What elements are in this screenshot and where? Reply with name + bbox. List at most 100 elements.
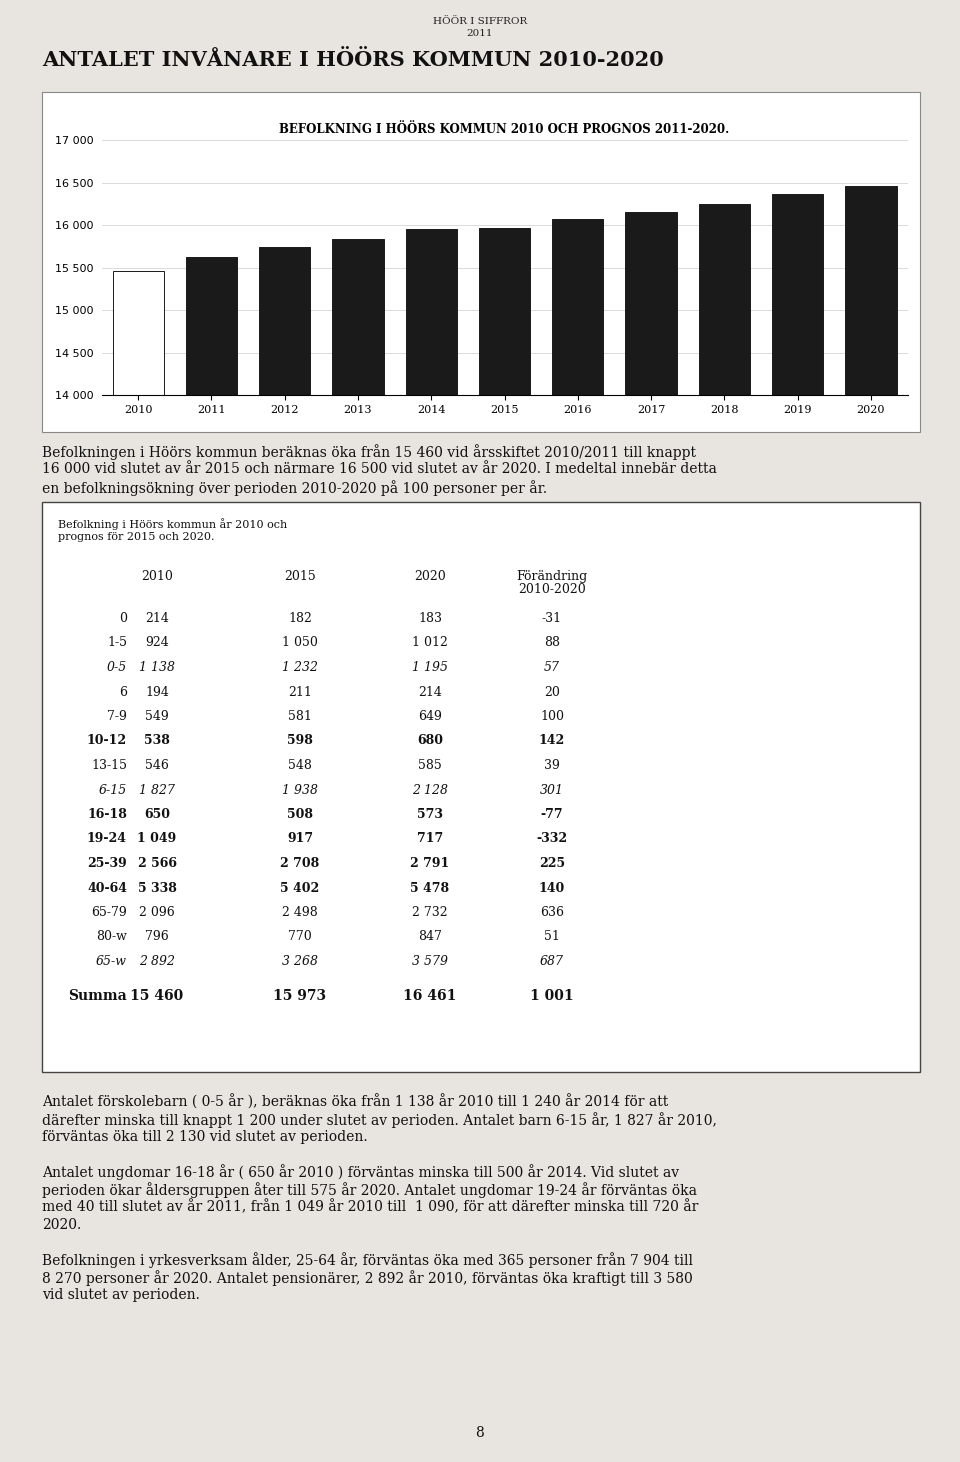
Text: 25-39: 25-39 — [87, 857, 127, 870]
Text: 5 478: 5 478 — [411, 882, 449, 895]
Text: 636: 636 — [540, 906, 564, 920]
Text: 6: 6 — [119, 686, 127, 699]
Text: 3 579: 3 579 — [412, 955, 448, 968]
Text: perioden ökar åldersgruppen åter till 575 år 2020. Antalet ungdomar 19-24 år för: perioden ökar åldersgruppen åter till 57… — [42, 1181, 697, 1197]
Bar — [845, 186, 897, 1462]
Text: 1 195: 1 195 — [412, 661, 448, 674]
Text: 770: 770 — [288, 930, 312, 943]
Text: 2020.: 2020. — [42, 1218, 82, 1232]
Text: -332: -332 — [537, 832, 567, 845]
Text: 1 827: 1 827 — [139, 784, 175, 797]
Text: 2 096: 2 096 — [139, 906, 175, 920]
Text: 2020: 2020 — [414, 570, 445, 583]
Text: 538: 538 — [144, 734, 170, 747]
Text: 20: 20 — [544, 686, 560, 699]
Text: vid slutet av perioden.: vid slutet av perioden. — [42, 1288, 200, 1303]
Text: 649: 649 — [418, 711, 442, 724]
Text: 2015: 2015 — [284, 570, 316, 583]
Text: därefter minska till knappt 1 200 under slutet av perioden. Antalet barn 6-15 år: därefter minska till knappt 1 200 under … — [42, 1113, 717, 1127]
Text: 10-12: 10-12 — [86, 734, 127, 747]
Text: 5 402: 5 402 — [280, 882, 320, 895]
Text: 19-24: 19-24 — [87, 832, 127, 845]
Text: 2 566: 2 566 — [137, 857, 177, 870]
Text: prognos för 2015 och 2020.: prognos för 2015 och 2020. — [58, 532, 214, 542]
Text: 5 338: 5 338 — [137, 882, 177, 895]
Text: 796: 796 — [145, 930, 169, 943]
Text: med 40 till slutet av år 2011, från 1 049 år 2010 till  1 090, för att därefter : med 40 till slutet av år 2011, från 1 04… — [42, 1200, 698, 1215]
Bar — [406, 228, 457, 1462]
Text: 548: 548 — [288, 759, 312, 772]
Text: 581: 581 — [288, 711, 312, 724]
Text: HÖÖR I SIFFROR: HÖÖR I SIFFROR — [433, 18, 527, 26]
Text: 924: 924 — [145, 636, 169, 649]
Text: Antalet förskolebarn ( 0-5 år ), beräknas öka från 1 138 år 2010 till 1 240 år 2: Antalet förskolebarn ( 0-5 år ), beräkna… — [42, 1094, 668, 1110]
Text: 1 050: 1 050 — [282, 636, 318, 649]
Text: Befolkning i Höörs kommun år 2010 och: Befolkning i Höörs kommun år 2010 och — [58, 518, 287, 529]
Bar — [42, 92, 920, 431]
Text: 8: 8 — [475, 1425, 485, 1440]
Text: 140: 140 — [539, 882, 565, 895]
Text: 2 791: 2 791 — [410, 857, 449, 870]
Text: 80-w: 80-w — [96, 930, 127, 943]
Text: -31: -31 — [542, 613, 562, 624]
Text: Befolkningen i yrkesverksam ålder, 25-64 år, förväntas öka med 365 personer från: Befolkningen i yrkesverksam ålder, 25-64… — [42, 1251, 693, 1268]
Text: 16-18: 16-18 — [87, 808, 127, 822]
Text: 15 973: 15 973 — [274, 990, 326, 1003]
Text: 0-5: 0-5 — [107, 661, 127, 674]
Text: 3 268: 3 268 — [282, 955, 318, 968]
Text: 8 270 personer år 2020. Antalet pensionärer, 2 892 år 2010, förväntas öka krafti: 8 270 personer år 2020. Antalet pensionä… — [42, 1270, 693, 1287]
Text: 214: 214 — [145, 613, 169, 624]
Text: Antalet ungdomar 16-18 år ( 650 år 2010 ) förväntas minska till 500 år 2014. Vid: Antalet ungdomar 16-18 år ( 650 år 2010 … — [42, 1164, 679, 1180]
Text: 717: 717 — [417, 832, 444, 845]
Bar — [259, 247, 310, 1462]
Text: 301: 301 — [540, 784, 564, 797]
Text: 573: 573 — [417, 808, 443, 822]
Text: 51: 51 — [544, 930, 560, 943]
Text: 1 049: 1 049 — [137, 832, 177, 845]
Text: 182: 182 — [288, 613, 312, 624]
Text: 13-15: 13-15 — [91, 759, 127, 772]
Text: förväntas öka till 2 130 vid slutet av perioden.: förväntas öka till 2 130 vid slutet av p… — [42, 1130, 368, 1143]
Text: 214: 214 — [418, 686, 442, 699]
Text: 2 708: 2 708 — [280, 857, 320, 870]
Text: 650: 650 — [144, 808, 170, 822]
Text: 598: 598 — [287, 734, 313, 747]
Text: 16 461: 16 461 — [403, 990, 457, 1003]
Text: 7-9: 7-9 — [108, 711, 127, 724]
Text: 225: 225 — [539, 857, 565, 870]
Text: 2011: 2011 — [467, 29, 493, 38]
Text: 847: 847 — [418, 930, 442, 943]
Text: 57: 57 — [544, 661, 560, 674]
Text: 142: 142 — [539, 734, 565, 747]
Bar — [186, 257, 237, 1462]
Text: 1 012: 1 012 — [412, 636, 448, 649]
Title: BEFOLKNING I HÖÖRS KOMMUN 2010 OCH PROGNOS 2011-2020.: BEFOLKNING I HÖÖRS KOMMUN 2010 OCH PROGN… — [279, 123, 730, 136]
Text: 15 460: 15 460 — [131, 990, 183, 1003]
Text: en befolkningsökning över perioden 2010-2020 på 100 personer per år.: en befolkningsökning över perioden 2010-… — [42, 480, 547, 496]
Text: 2 892: 2 892 — [139, 955, 175, 968]
Text: 549: 549 — [145, 711, 169, 724]
Text: 183: 183 — [418, 613, 442, 624]
Text: Befolkningen i Höörs kommun beräknas öka från 15 460 vid årsskiftet 2010/2011 ti: Befolkningen i Höörs kommun beräknas öka… — [42, 444, 696, 461]
Text: Summa: Summa — [68, 990, 127, 1003]
Text: 2 732: 2 732 — [412, 906, 447, 920]
Bar — [699, 205, 750, 1462]
Text: 1 938: 1 938 — [282, 784, 318, 797]
Text: 546: 546 — [145, 759, 169, 772]
Text: 88: 88 — [544, 636, 560, 649]
Text: 1 138: 1 138 — [139, 661, 175, 674]
Text: 6-15: 6-15 — [99, 784, 127, 797]
Text: 1 232: 1 232 — [282, 661, 318, 674]
Text: 2 498: 2 498 — [282, 906, 318, 920]
Text: 1-5: 1-5 — [107, 636, 127, 649]
Text: Förändring: Förändring — [516, 570, 588, 583]
Bar — [112, 272, 164, 1462]
Text: 211: 211 — [288, 686, 312, 699]
Text: 917: 917 — [287, 832, 313, 845]
Bar — [552, 218, 604, 1462]
Bar — [772, 194, 824, 1462]
Bar — [625, 212, 677, 1462]
Text: 0: 0 — [119, 613, 127, 624]
Bar — [332, 238, 384, 1462]
Text: 65-w: 65-w — [96, 955, 127, 968]
